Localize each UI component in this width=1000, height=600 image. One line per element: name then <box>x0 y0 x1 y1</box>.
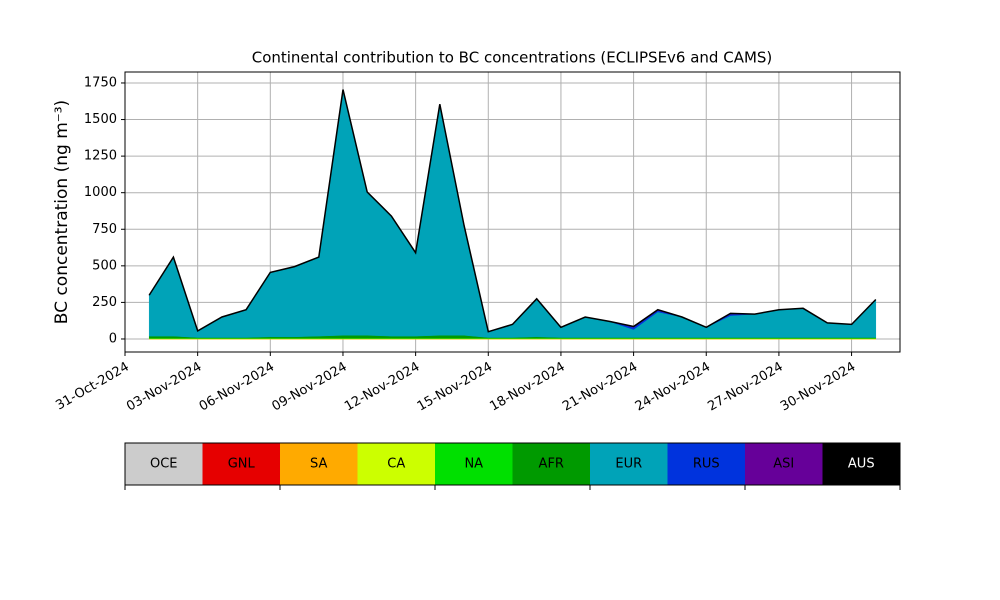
legend-frame <box>124 442 901 486</box>
x-tick-label: 03-Nov-2024 <box>124 360 204 415</box>
colorbar-ticks <box>124 485 901 490</box>
total-outline <box>148 89 877 333</box>
legend-swatch <box>202 443 280 485</box>
x-tick-label: 18-Nov-2024 <box>487 360 567 415</box>
y-tick-label: 1250 <box>84 149 117 164</box>
plot-frame <box>124 71 901 353</box>
legend-label: RUS <box>693 457 720 472</box>
x-tick-label: 21-Nov-2024 <box>560 360 640 415</box>
x-tick-label: 15-Nov-2024 <box>415 360 495 415</box>
y-tick-label: 0 <box>109 331 117 346</box>
x-tick-label: 12-Nov-2024 <box>342 360 422 415</box>
legend-swatch <box>667 443 745 485</box>
legend-swatch <box>125 443 203 485</box>
legend-swatch <box>745 443 823 485</box>
legend-label: CA <box>387 457 405 472</box>
y-tick-label: 1000 <box>84 185 117 200</box>
legend-label: GNL <box>228 457 256 472</box>
legend-swatch <box>822 443 900 485</box>
legend-label: AUS <box>848 457 875 472</box>
chart-title: Continental contribution to BC concentra… <box>252 49 773 67</box>
y-tick-label: 500 <box>92 258 117 273</box>
x-tick-label: 30-Nov-2024 <box>778 360 858 415</box>
x-tick-label: 09-Nov-2024 <box>269 360 349 415</box>
x-tick-label: 31-Oct-2024 <box>53 360 131 414</box>
legend-label: SA <box>310 457 327 472</box>
legend-label: AFR <box>539 457 564 472</box>
y-axis-label: BC concentration (ng m⁻³) <box>52 100 72 324</box>
legend-swatch <box>357 443 435 485</box>
legend-label: ASI <box>773 457 794 472</box>
legend-label: EUR <box>615 457 642 472</box>
legend-swatch <box>280 443 358 485</box>
y-tick-label: 1750 <box>84 75 117 90</box>
y-tick-label: 1500 <box>84 112 117 127</box>
legend-swatch <box>512 443 590 485</box>
legend-label: NA <box>464 457 483 472</box>
y-tick-label: 250 <box>92 295 117 310</box>
legend-swatch <box>590 443 668 485</box>
area <box>148 89 877 338</box>
x-tick-label: 27-Nov-2024 <box>705 360 785 415</box>
y-tick-label: 750 <box>92 222 117 237</box>
x-tick-label: 06-Nov-2024 <box>197 360 277 415</box>
x-tick-label: 24-Nov-2024 <box>633 360 713 415</box>
legend-swatch <box>435 443 513 485</box>
legend-label: OCE <box>150 457 178 472</box>
